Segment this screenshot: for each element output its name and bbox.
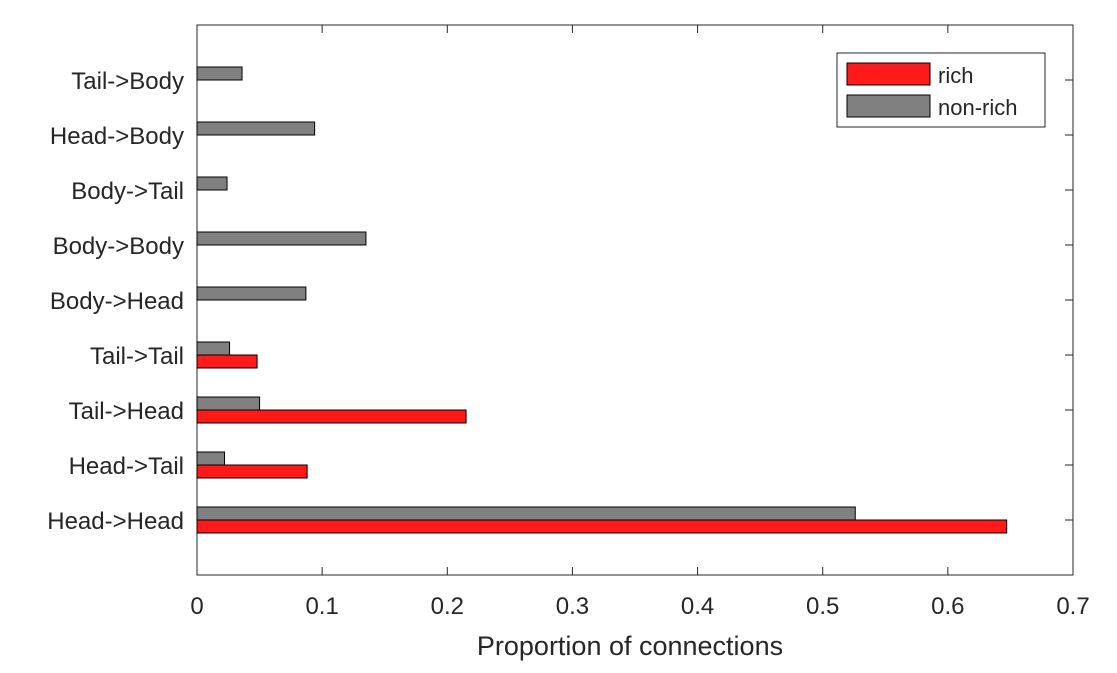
- y-tick-label: Body->Tail: [71, 178, 184, 205]
- x-axis-title: Proportion of connections: [477, 631, 783, 661]
- y-tick-label: Body->Head: [50, 288, 184, 315]
- y-tick-label: Body->Body: [53, 233, 184, 260]
- bar-non-rich-tail-to-head: [196, 396, 261, 411]
- x-tick-label: 0.2: [431, 593, 464, 620]
- bar-non-rich-head-to-head: [196, 506, 856, 521]
- bar-non-rich-body-to-body: [196, 231, 367, 246]
- y-tick-label: Tail->Head: [69, 398, 184, 425]
- bar-rich-tail-to-head: [196, 409, 467, 424]
- bar-non-rich-head-to-tail: [196, 451, 226, 466]
- y-tick-label: Tail->Tail: [90, 343, 184, 370]
- bar-non-rich-tail-to-body: [196, 66, 243, 81]
- x-tick-label: 0.5: [806, 593, 839, 620]
- y-tick-label: Tail->Body: [71, 68, 184, 95]
- x-tick-label: 0.6: [931, 593, 964, 620]
- y-tick-label: Head->Head: [47, 508, 184, 535]
- bar-non-rich-tail-to-tail: [196, 341, 231, 356]
- x-tick-label: 0.7: [1056, 593, 1089, 620]
- bar-rich-head-to-tail: [196, 464, 308, 479]
- legend-label-rich: rich: [938, 63, 973, 88]
- x-tick-label: 0.3: [556, 593, 589, 620]
- y-ticks: Head->Head Head->Tail Tail->Head Tail->Tail…: [47, 68, 1073, 535]
- x-tick-label: 0.1: [305, 593, 338, 620]
- y-tick-label: Head->Tail: [69, 453, 184, 480]
- y-tick-label: Head->Body: [50, 123, 184, 150]
- bar-non-rich-body-to-tail: [196, 176, 228, 191]
- legend-swatch-non-rich: [846, 94, 931, 118]
- bar-rich-head-to-head: [196, 519, 1008, 534]
- bar-rich-tail-to-tail: [196, 354, 258, 369]
- bar-non-rich-body-to-head: [196, 286, 307, 301]
- bar-non-rich-head-to-body: [196, 121, 316, 136]
- x-ticks: 0 0.1 0.2 0.3 0.4 0.5 0.6 0.7: [190, 25, 1090, 620]
- bars: [196, 66, 1008, 534]
- legend-label-non-rich: non-rich: [938, 95, 1017, 120]
- legend: rich non-rich: [836, 52, 1046, 128]
- x-tick-label: 0: [190, 593, 203, 620]
- x-tick-label: 0.4: [681, 593, 714, 620]
- legend-swatch-rich: [846, 62, 931, 86]
